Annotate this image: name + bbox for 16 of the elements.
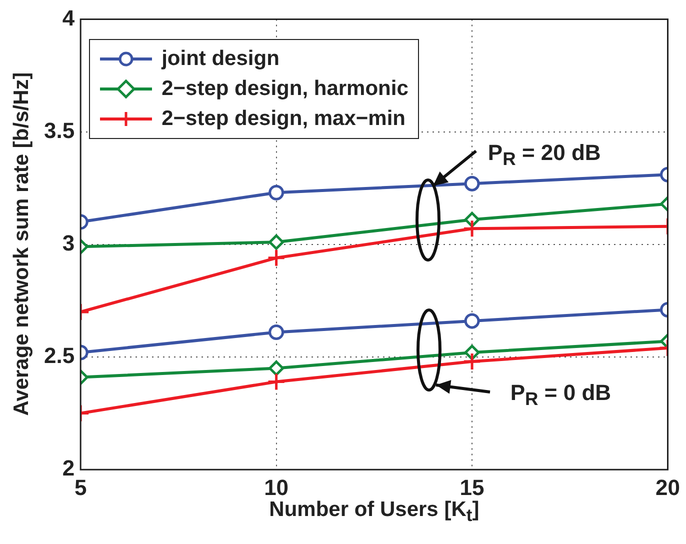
y-tick-label: 2.5	[44, 343, 75, 368]
legend-label: 2−step design, harmonic	[162, 76, 408, 102]
x-tick-label: 10	[264, 474, 289, 500]
x-tick-label: 5	[74, 474, 87, 500]
y-tick-label: 2	[62, 456, 75, 481]
y-tick-label: 4	[62, 5, 76, 30]
legend-label: 2−step design, max−min	[162, 106, 406, 132]
x-tick-label: 15	[460, 474, 484, 500]
x-tick-label: 20	[656, 474, 680, 500]
legend-label: joint design	[162, 46, 280, 72]
y-tick-label: 3.5	[44, 118, 75, 143]
x-axis-title: Number of Users [K$_{t}$]	[269, 498, 480, 526]
annotation: P$_{R}$ = 20 dB	[488, 140, 601, 170]
y-tick-label: 3	[62, 230, 75, 256]
y-axis-title: Average network sum rate [b/s/Hz]	[10, 72, 34, 416]
annotation: P$_{R}$ = 0 dB	[510, 380, 612, 410]
